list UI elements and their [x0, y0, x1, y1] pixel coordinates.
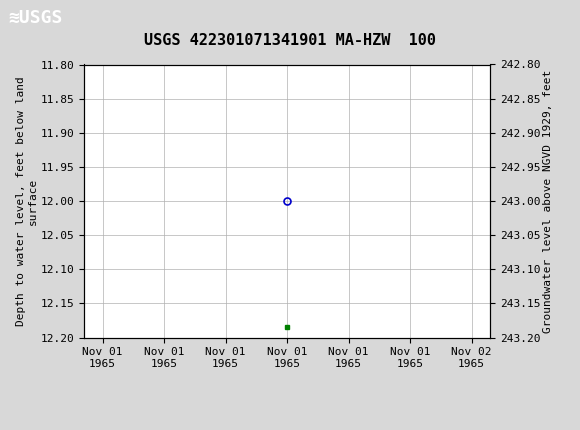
Text: USGS 422301071341901 MA-HZW  100: USGS 422301071341901 MA-HZW 100 [144, 34, 436, 48]
Y-axis label: Groundwater level above NGVD 1929, feet: Groundwater level above NGVD 1929, feet [543, 69, 553, 333]
Text: ≋USGS: ≋USGS [9, 9, 63, 27]
Legend: Period of approved data: Period of approved data [190, 428, 385, 430]
Y-axis label: Depth to water level, feet below land
surface: Depth to water level, feet below land su… [16, 76, 38, 326]
